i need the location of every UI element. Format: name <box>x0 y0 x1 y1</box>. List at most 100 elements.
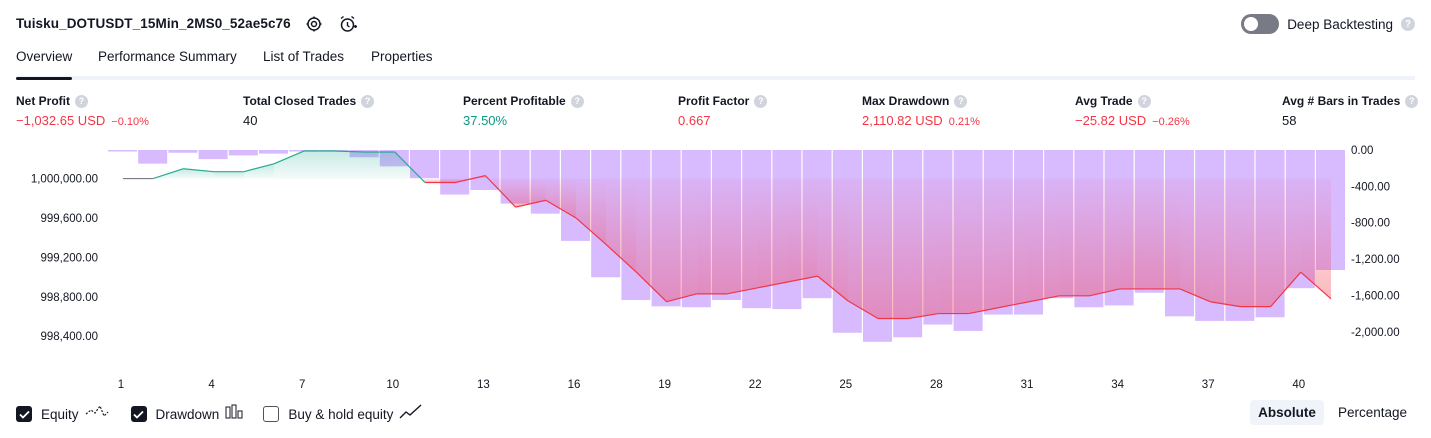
equity-area-segment <box>1210 178 1241 307</box>
x-axis-tick-label: 31 <box>1021 379 1034 391</box>
equity-area-segment <box>1089 178 1120 296</box>
left-axis-tick-label: 999,600.00 <box>40 213 98 225</box>
metric-label: Avg Trade <box>1075 94 1133 108</box>
equity-line-segment <box>484 175 517 208</box>
help-icon[interactable]: ? <box>1137 94 1151 108</box>
legend-equity[interactable]: Equity <box>16 404 111 425</box>
equity-line-segment <box>757 281 788 289</box>
metric-value: 2,110.82 USD <box>862 113 943 128</box>
equity-line-segment <box>998 301 1030 309</box>
equity-line-segment <box>1210 301 1241 308</box>
gear-icon[interactable] <box>304 14 324 34</box>
legend-buy-hold-equity[interactable]: Buy & hold equity <box>263 403 423 425</box>
help-icon[interactable]: ? <box>361 94 375 108</box>
equity-area-segment <box>666 178 697 302</box>
metric-percent: −0.26% <box>1152 116 1190 128</box>
x-axis-tick-label: 7 <box>299 379 305 391</box>
metric-percent-profitable: Percent Profitable? 37.50% <box>463 93 584 128</box>
metric-label: Max Drawdown <box>862 94 950 108</box>
metric-value: 58 <box>1282 113 1297 128</box>
metric-avg-bars-in-trades: Avg # Bars in Trades? 58 <box>1282 93 1419 128</box>
right-axis-tick-label: -1,200.00 <box>1351 254 1400 266</box>
equity-line-segment <box>243 163 275 173</box>
equity-area-segment <box>968 178 999 314</box>
equity-line-segment <box>1179 288 1211 303</box>
equity-area-segment <box>1180 178 1211 302</box>
x-axis-tick-label: 25 <box>839 379 852 391</box>
help-icon[interactable]: ? <box>754 94 768 108</box>
drawdown-bars-icon <box>225 404 243 425</box>
help-icon[interactable]: ? <box>954 94 968 108</box>
help-icon[interactable]: ? <box>1405 94 1419 108</box>
help-icon[interactable]: ? <box>75 94 88 108</box>
metric-value: 37.50% <box>463 113 508 128</box>
chart-legend: Equity Drawdown Buy & hold equity <box>16 402 443 426</box>
help-icon[interactable]: ? <box>570 94 584 108</box>
deep-backtesting: Deep Backtesting ? <box>1241 12 1415 36</box>
metric-label: Avg # Bars in Trades <box>1282 94 1401 108</box>
drawdown-bar <box>108 150 137 152</box>
metric-value: 40 <box>243 113 258 128</box>
equity-area-segment <box>787 178 818 283</box>
equity-line-segment <box>334 150 365 153</box>
deep-backtesting-toggle[interactable] <box>1241 14 1280 34</box>
x-axis-tick-label: 16 <box>568 379 581 391</box>
buy-hold-line-icon <box>399 403 423 425</box>
equity-area-segment <box>908 178 939 319</box>
metric-total-closed-trades: Total Closed Trades? 40 <box>243 93 375 128</box>
equity-line-segment <box>1270 271 1302 308</box>
metric-profit-factor: Profit Factor? 0.667 <box>678 93 768 128</box>
metric-value: −1,032.65 USD <box>16 113 106 128</box>
equity-area-segment <box>425 178 456 183</box>
view-mode-switch: Absolute Percentage <box>1250 400 1415 425</box>
metric-avg-trade: Avg Trade? −25.82 USD −0.26% <box>1075 93 1190 128</box>
left-axis-tick-label: 999,200.00 <box>40 252 98 264</box>
metric-max-drawdown: Max Drawdown? 2,110.82 USD 0.21% <box>862 93 980 128</box>
checkbox-checked[interactable] <box>130 406 147 422</box>
legend-drawdown[interactable]: Drawdown <box>130 404 244 425</box>
equity-area-segment <box>938 178 969 314</box>
x-axis-tick-label: 40 <box>1292 379 1305 391</box>
metric-label: Total Closed Trades <box>243 94 357 108</box>
equity-area-segment <box>998 178 1029 308</box>
drawdown-bar <box>228 150 258 156</box>
x-axis-tick-label: 19 <box>658 379 671 391</box>
x-axis-tick-label: 28 <box>930 379 943 391</box>
help-icon[interactable]: ? <box>1401 17 1415 31</box>
tab-overview[interactable]: Overview <box>16 49 73 80</box>
checkbox-checked[interactable] <box>16 406 32 422</box>
equity-area-segment <box>817 178 848 301</box>
equity-area-segment <box>847 178 878 319</box>
metric-value: −25.82 USD <box>1075 113 1147 128</box>
equity-line-segment <box>545 199 577 219</box>
tab-list-of-trades[interactable]: List of Trades <box>263 49 345 64</box>
deep-backtesting-label: Deep Backtesting <box>1287 16 1393 32</box>
equity-area-segment <box>606 178 637 273</box>
equity-area-segment <box>576 178 607 245</box>
equity-area-segment <box>1149 178 1180 289</box>
right-axis-tick-label: 0.00 <box>1351 145 1373 157</box>
percentage-button[interactable]: Percentage <box>1337 405 1407 420</box>
equity-line-segment <box>575 217 607 246</box>
metric-value: 0.667 <box>678 113 711 128</box>
checkbox-unchecked[interactable] <box>263 406 280 422</box>
equity-line-segment <box>183 168 214 173</box>
tab-properties[interactable]: Properties <box>371 49 433 64</box>
equity-area-segment <box>545 178 576 218</box>
metric-label: Percent Profitable <box>463 94 566 108</box>
tab-performance-summary[interactable]: Performance Summary <box>98 49 237 64</box>
equity-area-segment <box>243 163 274 179</box>
equity-drawdown-chart[interactable]: 1,000,000.00 999,600.00 999,200.00 998,800.… <box>0 140 1431 398</box>
equity-line-segment <box>394 151 426 183</box>
equity-line-segment <box>817 275 849 302</box>
absolute-button[interactable]: Absolute <box>1250 400 1324 425</box>
equity-line-segment <box>908 312 939 320</box>
equity-line-segment <box>153 168 184 180</box>
drawdown-bar <box>440 150 470 195</box>
equity-area-segment <box>878 178 909 319</box>
equity-line-segment <box>605 244 637 273</box>
metric-percent: 0.21% <box>948 116 980 128</box>
add-alarm-icon[interactable] <box>338 14 358 34</box>
right-axis-tick-label: -400.00 <box>1351 181 1390 193</box>
equity-area-segment <box>364 151 395 179</box>
